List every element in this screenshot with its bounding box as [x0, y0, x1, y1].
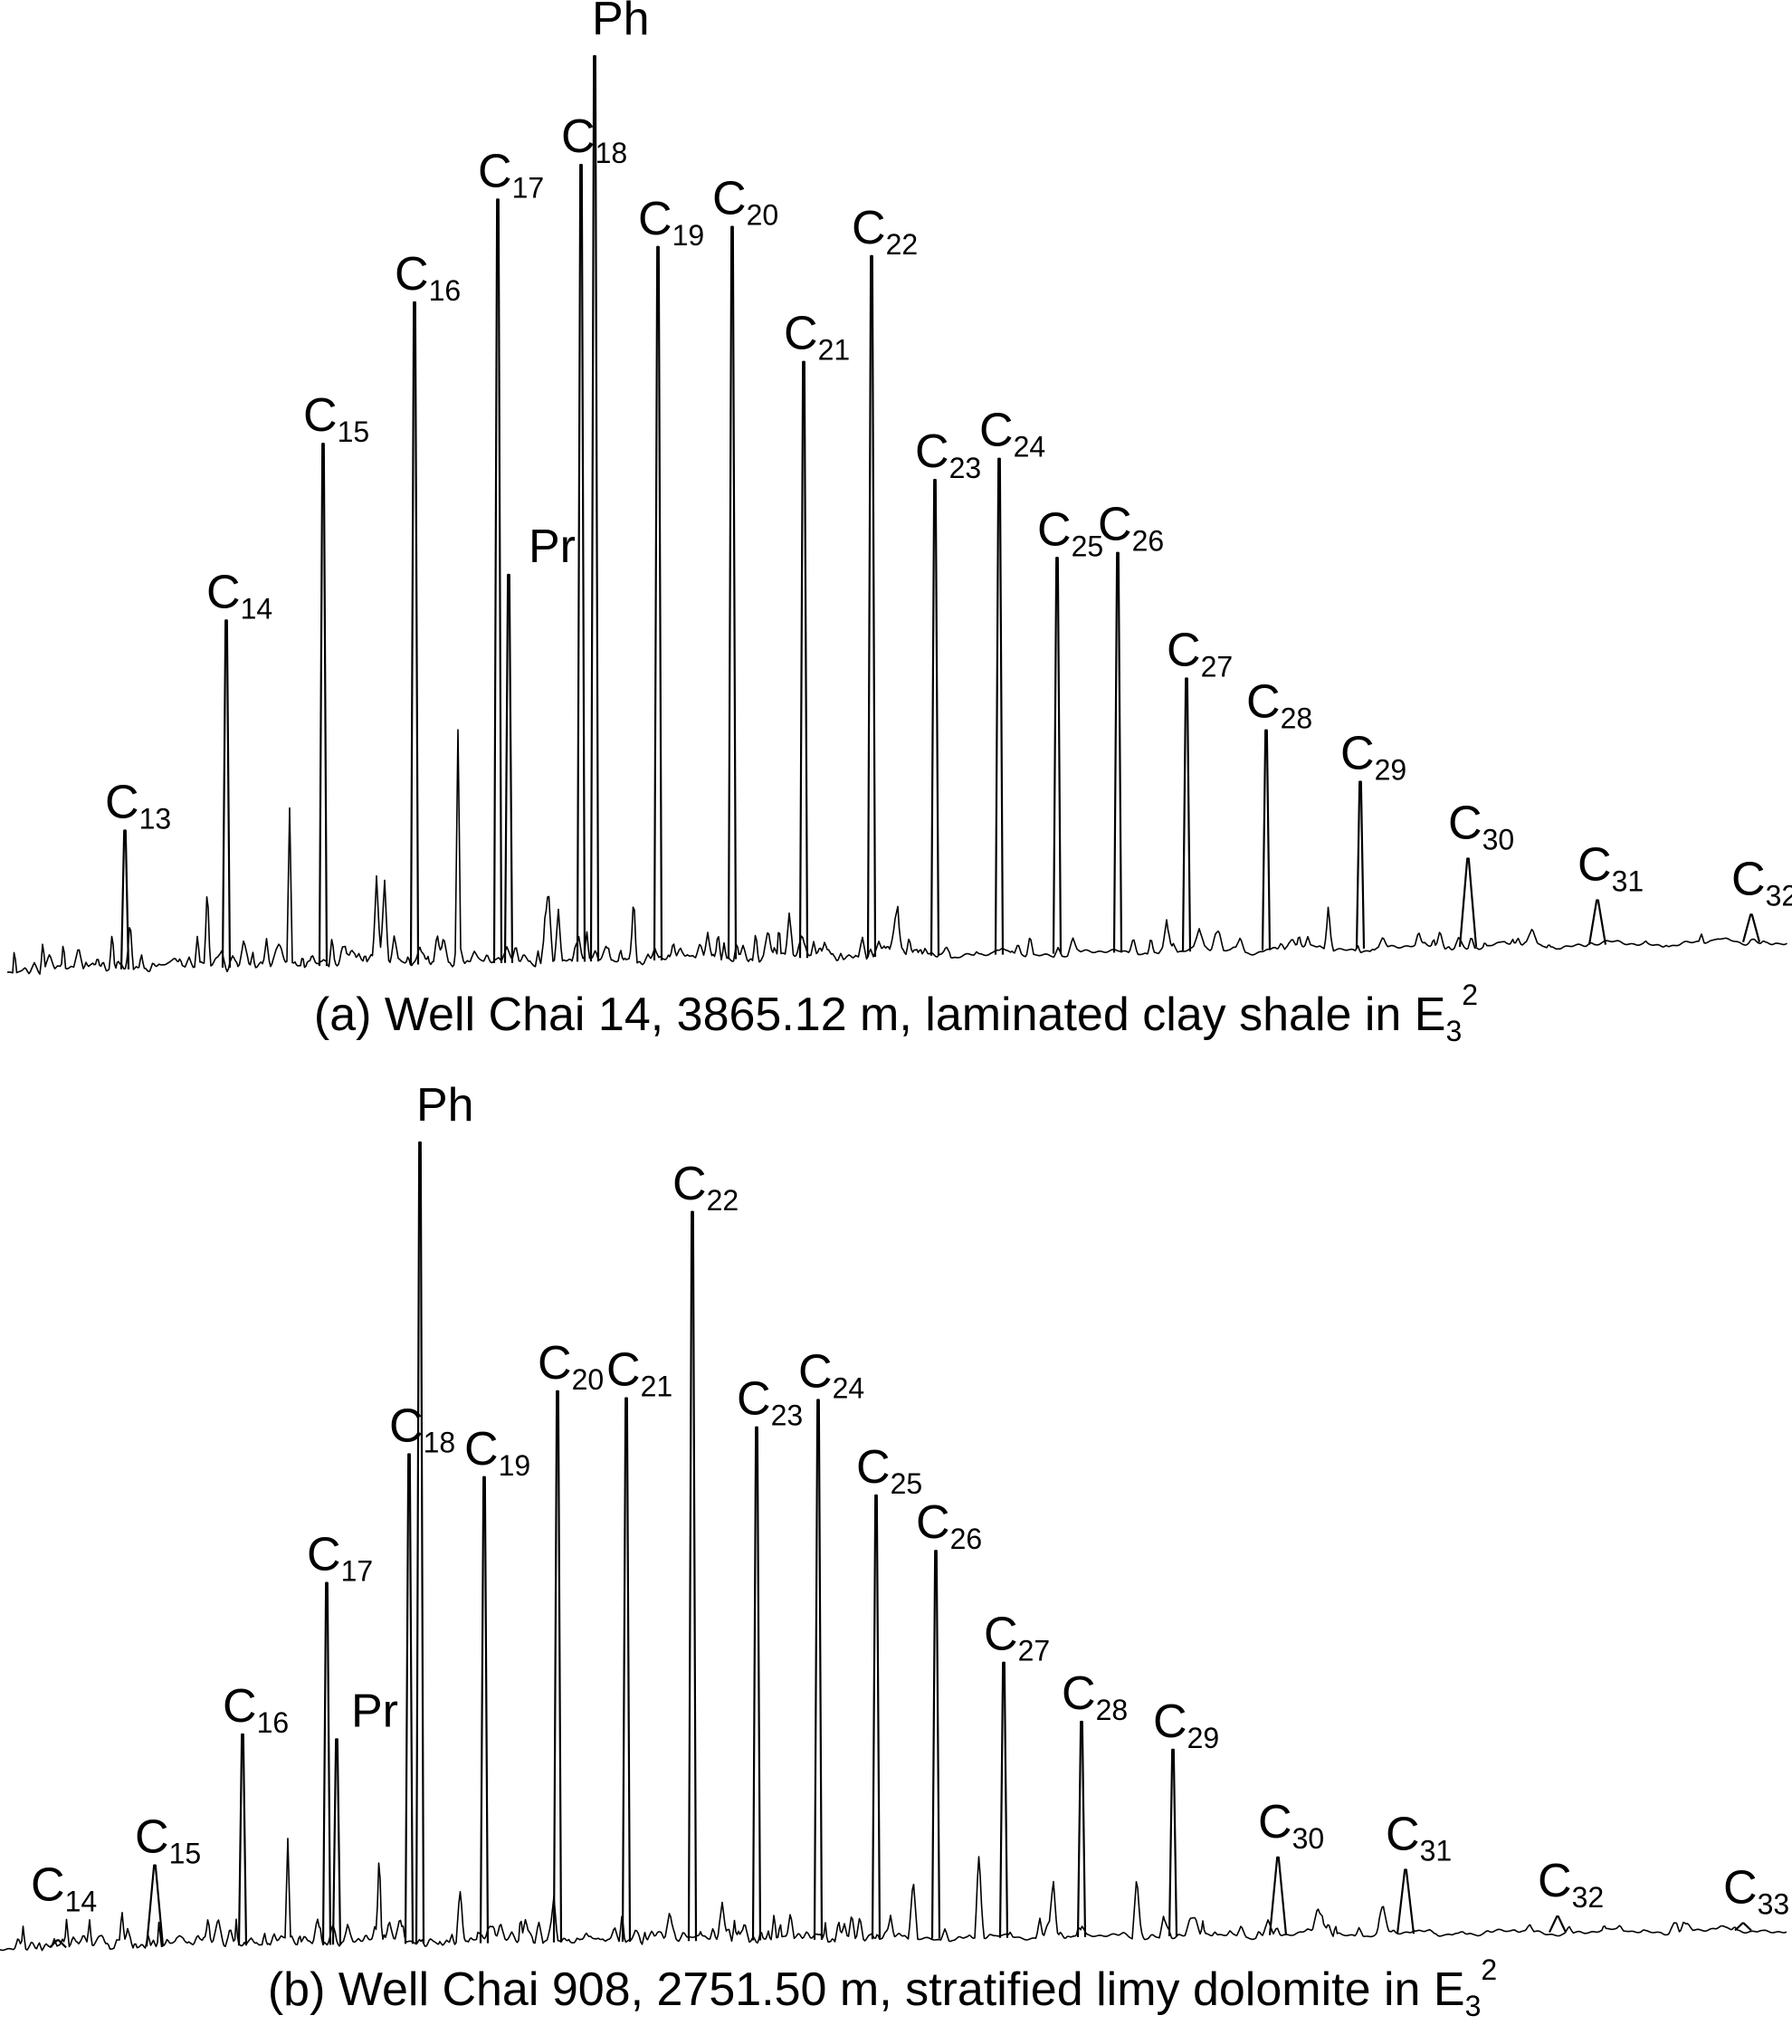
peak-c27	[998, 1661, 1009, 1938]
peak-c25	[871, 1494, 882, 1940]
peak-label-ph: Ph	[416, 1079, 474, 1132]
peak-label-c14: C14	[206, 566, 272, 625]
peak-c31	[1587, 899, 1607, 945]
peak-label-c21: C21	[784, 308, 850, 367]
peak-label-c22: C22	[672, 1158, 739, 1217]
peak-label-ph: Ph	[592, 0, 650, 45]
peak-label-c22: C22	[852, 202, 918, 261]
peak-label-c30: C30	[1258, 1796, 1324, 1855]
baseline-trace	[0, 1838, 1787, 1952]
peak-c17	[492, 198, 503, 963]
peak-c22	[866, 254, 877, 957]
peak-c18	[404, 1453, 415, 1944]
peak-label-c14: C14	[31, 1858, 97, 1917]
peak-label-c19: C19	[638, 193, 704, 252]
peak-label-c32: C32	[1731, 853, 1792, 912]
peak-label-c18: C18	[561, 110, 627, 169]
peak-label-c25: C25	[1037, 503, 1103, 562]
peak-label-c32: C32	[1538, 1855, 1604, 1914]
peak-c23	[751, 1426, 762, 1941]
peak-c28	[1076, 1720, 1087, 1937]
peak-c24	[813, 1399, 824, 1940]
peak-pr	[331, 1738, 342, 1945]
peak-c13	[119, 829, 130, 969]
peak-c26	[1112, 551, 1123, 953]
peak-c14	[49, 1939, 67, 1949]
peak-ph	[589, 54, 600, 962]
peak-label-c24: C24	[798, 1346, 864, 1405]
peak-c21	[621, 1397, 632, 1942]
peak-c15	[318, 443, 329, 967]
peak-c24	[994, 457, 1005, 955]
peak-label-c23: C23	[915, 425, 981, 484]
peak-label-c27: C27	[984, 1609, 1050, 1667]
peak-pr	[503, 573, 514, 963]
peak-label-c20: C20	[538, 1337, 604, 1396]
peak-c21	[798, 360, 809, 959]
peak-c29	[1355, 780, 1366, 949]
baseline-trace	[6, 729, 1787, 975]
peak-c32	[1549, 1915, 1567, 1934]
peak-label-c33: C33	[1723, 1862, 1789, 1921]
peak-c25	[1052, 557, 1063, 954]
peak-label-c16: C16	[395, 248, 461, 307]
peak-label-c26: C26	[1098, 499, 1164, 558]
peak-c19	[479, 1476, 490, 1944]
peak-label-c26: C26	[916, 1496, 982, 1555]
peak-c14	[221, 619, 232, 968]
peak-c31	[1396, 1868, 1415, 1934]
peak-c15	[145, 1864, 165, 1947]
peak-label-c31: C31	[1386, 1808, 1452, 1867]
peak-c16	[237, 1733, 248, 1946]
peak-c30	[1458, 857, 1478, 948]
peak-label-c21: C21	[606, 1344, 672, 1403]
peak-label-c17: C17	[478, 145, 544, 204]
peak-label-c13: C13	[105, 776, 171, 835]
peak-label-c23: C23	[737, 1373, 803, 1432]
peak-c27	[1181, 677, 1192, 952]
peak-label-c15: C15	[135, 1811, 201, 1870]
peak-label-c31: C31	[1578, 838, 1644, 897]
peak-label-c20: C20	[712, 173, 778, 232]
peak-c26	[930, 1550, 941, 1939]
caption-b: (b) Well Chai 908, 2751.50 m, stratified…	[268, 1953, 1497, 2022]
peak-label-c29: C29	[1153, 1695, 1219, 1754]
peak-label-c25: C25	[856, 1441, 922, 1500]
caption-a: (a) Well Chai 14, 3865.12 m, laminated c…	[314, 979, 1478, 1047]
peak-c16	[409, 301, 420, 965]
peak-c32	[1741, 913, 1761, 942]
peak-label-c28: C28	[1246, 676, 1312, 735]
peak-label-c29: C29	[1340, 728, 1406, 787]
peak-c33	[1734, 1922, 1752, 1932]
peak-label-pr: Pr	[529, 521, 576, 573]
peak-label-c15: C15	[303, 389, 369, 448]
peak-c17	[321, 1581, 332, 1945]
peak-label-c19: C19	[464, 1423, 530, 1482]
peak-c20	[727, 225, 738, 960]
peak-ph	[415, 1141, 425, 1944]
peak-label-c28: C28	[1062, 1667, 1128, 1726]
peak-c19	[653, 245, 663, 960]
peak-label-c16: C16	[223, 1680, 289, 1739]
peak-label-c30: C30	[1448, 798, 1514, 856]
peak-label-c17: C17	[307, 1529, 373, 1588]
peak-label-c24: C24	[979, 405, 1045, 463]
peak-c28	[1261, 729, 1272, 950]
peak-c29	[1168, 1748, 1178, 1936]
peak-label-c27: C27	[1167, 624, 1233, 683]
peak-c22	[687, 1210, 698, 1942]
peak-c18	[576, 163, 586, 962]
peak-c20	[552, 1390, 563, 1943]
peak-label-pr: Pr	[351, 1685, 398, 1737]
peak-c30	[1268, 1856, 1288, 1935]
peak-c23	[929, 478, 940, 956]
